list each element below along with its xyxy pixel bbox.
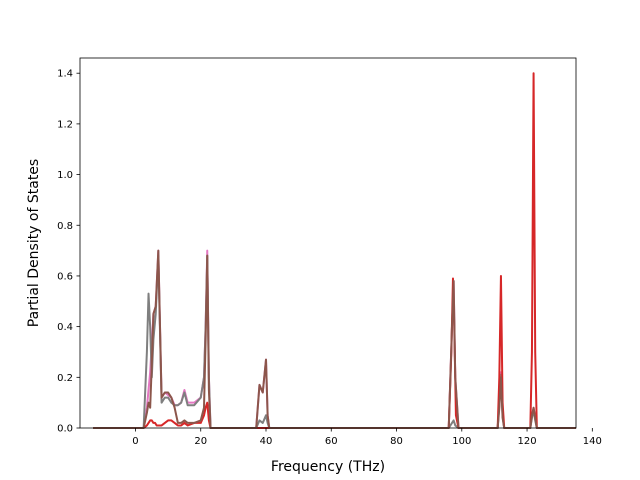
y-axis-ticks: 0.0 0.2 0.4 0.6 0.8 1.0 1.2 1.4 [57, 69, 80, 435]
x-axis-ticks: 0 20 40 60 80 100 120 140 [132, 428, 602, 447]
x-tick-label: 20 [194, 436, 207, 447]
series-line-3 [93, 72, 576, 429]
y-tick-label: 1.0 [57, 170, 73, 181]
x-tick-label: 120 [518, 436, 537, 447]
plot-area [80, 58, 576, 428]
y-tick-label: 0.4 [57, 322, 73, 333]
x-axis-label: Frequency (THz) [271, 459, 385, 475]
x-tick-label: 40 [260, 436, 273, 447]
x-tick-label: 60 [325, 436, 338, 447]
x-tick-label: 80 [390, 436, 403, 447]
y-tick-label: 1.4 [57, 69, 73, 80]
x-tick-label: 140 [583, 436, 602, 447]
y-tick-label: 0.2 [57, 373, 73, 384]
x-tick-label: 100 [452, 436, 471, 447]
y-axis-label: Partial Density of States [26, 159, 42, 327]
y-tick-label: 1.2 [57, 119, 73, 130]
y-tick-label: 0.6 [57, 271, 73, 282]
y-tick-label: 0.0 [57, 424, 73, 435]
series-line-4 [93, 249, 576, 429]
y-tick-label: 0.8 [57, 221, 73, 232]
axes-frame [79, 57, 577, 429]
x-tick-label: 0 [132, 436, 138, 447]
